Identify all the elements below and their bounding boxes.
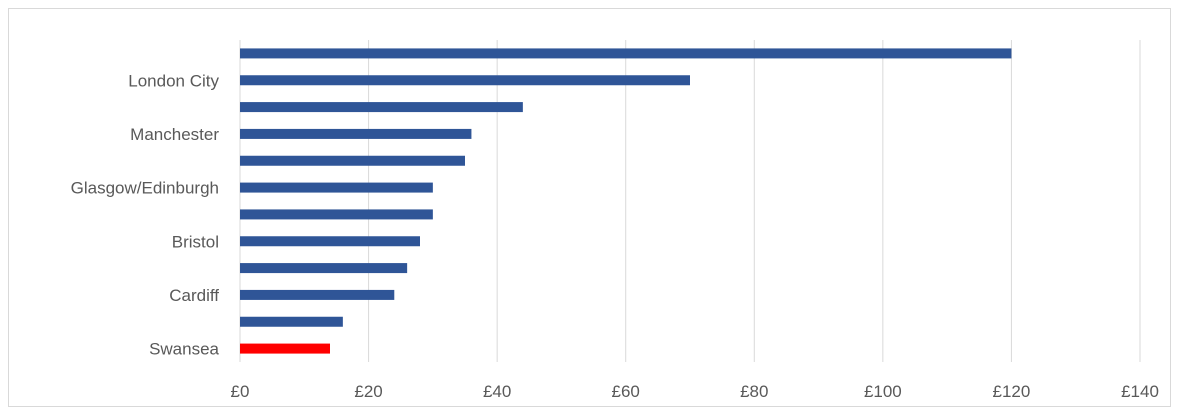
bar-5 [240, 182, 433, 193]
x-tick-label: £20 [354, 382, 382, 401]
x-tick-label: £60 [612, 382, 640, 401]
x-tick-label: £100 [864, 382, 902, 401]
x-tick-label: £120 [993, 382, 1031, 401]
x-tick-label: £80 [740, 382, 768, 401]
x-tick-label: £140 [1121, 382, 1159, 401]
gridlines [239, 40, 1141, 362]
bar-4 [240, 155, 465, 166]
bars [240, 48, 1012, 354]
bar-7 [240, 236, 420, 247]
category-label: Cardiff [169, 286, 219, 305]
bar-1 [240, 75, 690, 86]
category-labels: London City Manchester Glasgow/Edinburgh Br… [71, 71, 220, 358]
bar-8 [240, 263, 408, 274]
category-label: London City [128, 71, 219, 90]
category-label: Glasgow/Edinburgh [71, 179, 219, 198]
chart-frame [8, 8, 1171, 407]
x-tick-label: £0 [231, 382, 250, 401]
bar-9 [240, 289, 395, 300]
x-tick-labels: £0 £20 £40 £60 £80 £100 £120 £140 [231, 382, 1159, 401]
category-label: Manchester [130, 125, 219, 144]
x-tick-label: £40 [483, 382, 511, 401]
bar-3 [240, 128, 472, 139]
bar-2 [240, 102, 523, 113]
category-label: Bristol [172, 232, 219, 251]
bar-0 [240, 48, 1012, 59]
bar-6 [240, 209, 433, 220]
bar-11 [240, 343, 330, 354]
bar-10 [240, 316, 343, 327]
category-label: Swansea [149, 340, 219, 359]
